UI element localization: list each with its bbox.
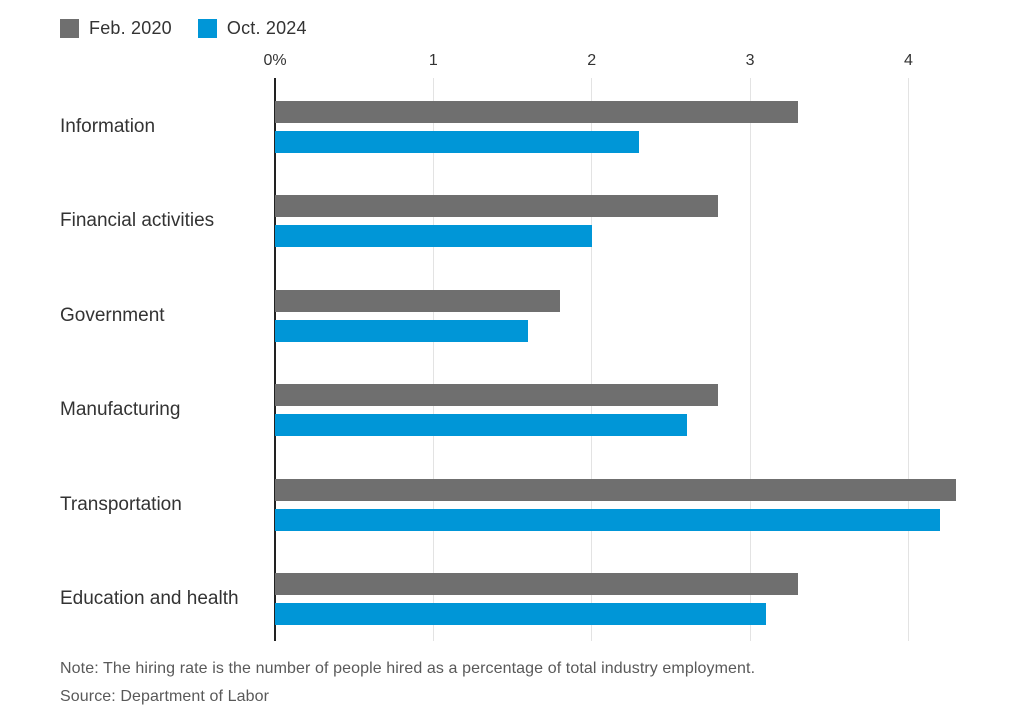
bar-financial-activities-oct-2024 bbox=[275, 225, 592, 248]
x-axis-tick-labels: 0% 1 2 3 4 bbox=[263, 52, 1013, 74]
gridline-3 bbox=[749, 78, 751, 641]
legend-swatch-feb-2020 bbox=[60, 19, 79, 38]
x-tick-label-4: 4 bbox=[904, 52, 913, 69]
legend-label-feb-2020: Feb. 2020 bbox=[89, 18, 172, 38]
x-tick-label-0: 0% bbox=[263, 52, 287, 69]
category-label-financial-activities: Financial activities bbox=[60, 210, 215, 232]
y-axis-line bbox=[274, 78, 276, 641]
bar-information-feb-2020 bbox=[275, 101, 798, 123]
legend: Feb. 2020 Oct. 2024 bbox=[60, 18, 307, 39]
chart-source: Source: Department of Labor bbox=[60, 688, 270, 705]
legend-swatch-oct-2024 bbox=[197, 19, 217, 38]
bar-manufacturing-oct-2024 bbox=[275, 414, 687, 437]
gridline-2 bbox=[591, 78, 593, 641]
plot-area bbox=[274, 78, 1013, 641]
bar-government-feb-2020 bbox=[275, 289, 561, 312]
legend-item-oct-2024: Oct. 2024 bbox=[197, 18, 307, 39]
gridline-4 bbox=[907, 78, 909, 641]
bar-transportation-oct-2024 bbox=[275, 508, 941, 531]
category-label-information: Information bbox=[60, 116, 156, 137]
category-label-government: Government bbox=[60, 304, 165, 326]
bar-education-and-health-feb-2020 bbox=[275, 573, 798, 595]
gridline-1 bbox=[432, 78, 434, 641]
bar-transportation-feb-2020 bbox=[275, 478, 956, 501]
bar-government-oct-2024 bbox=[275, 319, 529, 342]
bar-education-and-health-oct-2024 bbox=[275, 603, 766, 625]
category-label-education-and-health: Education and health bbox=[60, 588, 239, 609]
bar-manufacturing-feb-2020 bbox=[275, 384, 719, 407]
category-label-transportation: Transportation bbox=[60, 493, 182, 515]
bar-financial-activities-feb-2020 bbox=[275, 195, 719, 218]
x-tick-label-2: 2 bbox=[587, 52, 597, 69]
x-tick-label-1: 1 bbox=[428, 52, 438, 69]
bar-information-oct-2024 bbox=[275, 131, 640, 153]
legend-item-feb-2020: Feb. 2020 bbox=[60, 18, 172, 39]
x-tick-label-3: 3 bbox=[745, 52, 755, 69]
chart-note: Note: The hiring rate is the number of p… bbox=[60, 660, 756, 677]
legend-label-oct-2024: Oct. 2024 bbox=[226, 18, 307, 38]
category-label-manufacturing: Manufacturing bbox=[60, 399, 181, 421]
